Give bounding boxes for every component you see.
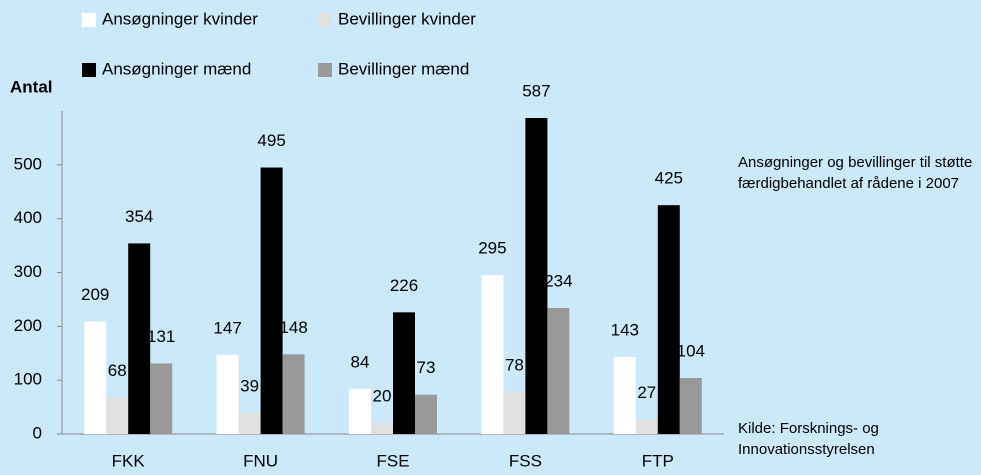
value-label: 78 xyxy=(505,355,524,374)
bar xyxy=(525,117,548,434)
value-label: 39 xyxy=(240,376,259,395)
bar xyxy=(679,378,702,434)
bar xyxy=(547,308,570,434)
y-tick-label: 200 xyxy=(14,316,42,335)
bar xyxy=(393,312,415,434)
y-tick-label: 100 xyxy=(14,370,42,389)
y-tick-label: 0 xyxy=(33,423,42,442)
value-label: 209 xyxy=(81,285,109,304)
value-label: 587 xyxy=(522,81,550,100)
value-label: 495 xyxy=(257,131,285,150)
x-tick-label: FKK xyxy=(112,451,146,470)
y-tick-label: 500 xyxy=(14,154,42,173)
bar xyxy=(128,243,151,434)
value-label: 20 xyxy=(373,387,392,406)
bar xyxy=(349,388,371,434)
bar xyxy=(481,275,504,434)
bar xyxy=(106,397,129,434)
bar xyxy=(613,357,636,434)
legend-swatch xyxy=(82,13,96,27)
y-tick-label: 400 xyxy=(14,208,42,227)
bar xyxy=(657,205,680,434)
legend-label: Bevillinger mænd xyxy=(338,59,469,78)
value-label: 73 xyxy=(417,358,436,377)
value-label: 104 xyxy=(677,341,705,360)
value-label: 84 xyxy=(351,352,370,371)
value-label: 295 xyxy=(478,239,506,258)
legend-swatch xyxy=(318,63,332,77)
value-label: 131 xyxy=(147,327,175,346)
value-label: 147 xyxy=(213,318,241,337)
bar xyxy=(216,354,239,434)
bar xyxy=(84,321,107,434)
annotation: Kilde: Forsknings- og Innovationsstyrels… xyxy=(738,420,879,458)
x-tick-label: FSS xyxy=(509,451,542,470)
value-label: 234 xyxy=(544,272,572,291)
bar xyxy=(371,423,393,434)
value-label: 68 xyxy=(108,361,127,380)
value-label: 27 xyxy=(637,383,656,402)
value-label: 425 xyxy=(655,169,683,188)
legend-label: Bevillinger kvinder xyxy=(338,9,476,28)
bar xyxy=(282,354,305,434)
bar xyxy=(260,167,283,434)
bar xyxy=(238,413,261,434)
bar xyxy=(635,419,658,434)
legend-label: Ansøgninger mænd xyxy=(102,59,251,78)
bar xyxy=(503,392,526,434)
bar xyxy=(415,394,437,434)
value-label: 226 xyxy=(390,276,418,295)
x-tick-label: FTP xyxy=(642,451,674,470)
y-axis-label: Antal xyxy=(10,77,53,96)
bar xyxy=(150,363,173,434)
x-tick-label: FSE xyxy=(376,451,409,470)
legend-swatch xyxy=(318,13,332,27)
x-tick-label: FNU xyxy=(243,451,278,470)
legend-label: Ansøgninger kvinder xyxy=(102,9,258,28)
legend-swatch xyxy=(82,63,96,77)
value-label: 354 xyxy=(125,207,153,226)
annotation: Ansøgninger og bevillinger til støtte fæ… xyxy=(738,154,973,192)
y-tick-label: 300 xyxy=(14,262,42,281)
value-label: 148 xyxy=(279,318,307,337)
value-label: 143 xyxy=(611,321,639,340)
